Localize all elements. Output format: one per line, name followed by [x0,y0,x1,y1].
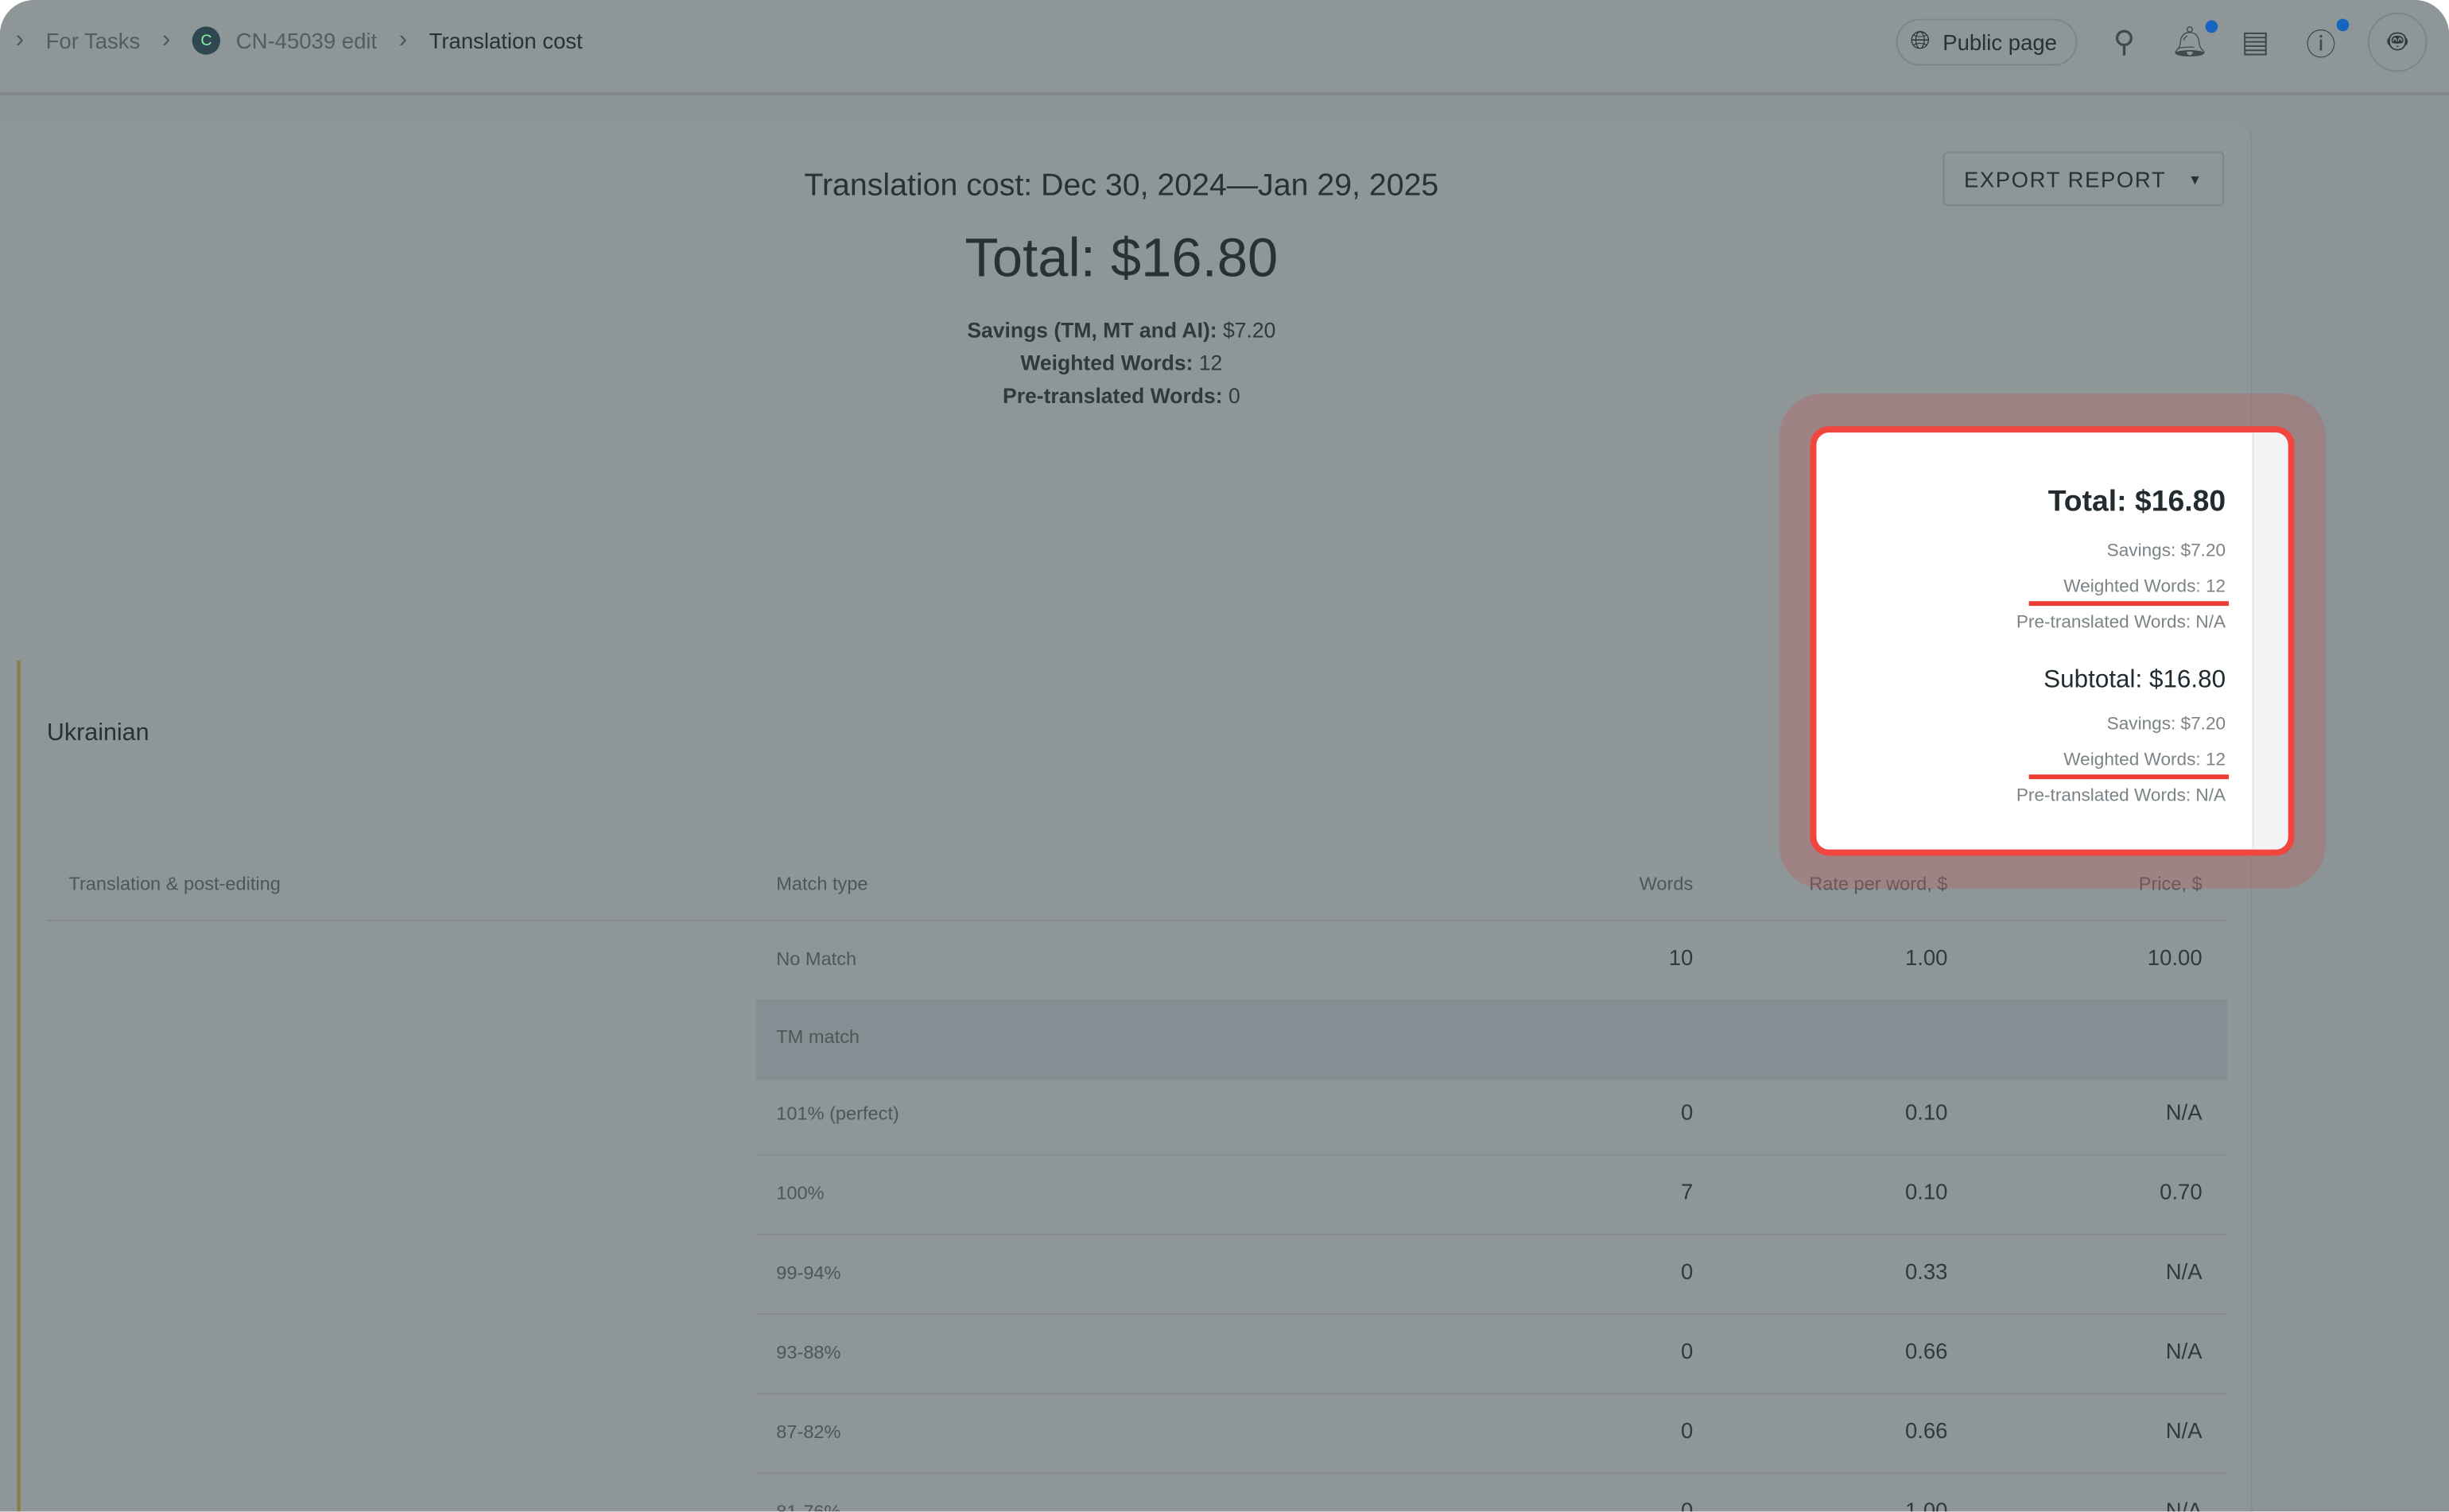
avatar[interactable]: 🤖︎ [2367,12,2428,72]
language-name: Ukrainian [46,719,149,746]
column-header-service: Translation & post-editing [68,873,281,895]
table-row: 87-82% 0 0.66 N/A [755,1394,2228,1475]
notification-dot [2336,17,2350,31]
rate-cell: 0.10 [1904,1179,1948,1204]
project-icon: C [192,26,221,55]
header-divider [46,919,2228,921]
words-cell: 0 [1680,1099,1694,1125]
top-bar: › For Tasks › C CN-45039 edit › Translat… [0,0,2449,95]
public-page-label: Public page [1943,29,2057,55]
notification-dot [2205,20,2218,33]
words-cell: 10 [1668,944,1694,970]
column-header-words: Words [1639,873,1694,895]
column-header-match-type: Match type [776,873,868,895]
price-cell: N/A [2165,1099,2203,1125]
words-cell: 0 [1680,1417,1694,1444]
panel-total-savings: Savings: $7.20 [2106,541,2226,561]
match-type-cell: 101% (perfect) [776,1102,899,1125]
chat-icon[interactable]: ▤ [2241,25,2270,59]
panel-total: Total: $16.80 [2047,485,2226,519]
price-cell: N/A [2165,1338,2203,1363]
price-cell: N/A [2165,1258,2203,1284]
weighted-line: Weighted Words: 12 [0,351,2243,374]
report-title: Translation cost: Dec 30, 2024—Jan 29, 2… [804,169,1439,204]
table-row: 93-88% 0 0.66 N/A [755,1315,2228,1395]
chevron-right-icon: › [161,26,171,53]
breadcrumb-current: Translation cost [429,28,583,53]
highlighted-summary-panel: Total: $16.80 Savings: $7.20 Weighted Wo… [1810,426,2295,856]
rate-cell: 1.00 [1904,1497,1948,1512]
column-header-rate: Rate per word, $ [1809,873,1948,895]
caret-down-icon: ▼ [2187,171,2203,187]
column-header-price: Price, $ [2138,873,2203,895]
rate-cell: 0.10 [1904,1099,1948,1125]
pretranslated-line: Pre-translated Words: 0 [0,384,2243,407]
table-group-row: TM match [755,999,2228,1080]
price-cell: 10.00 [2147,944,2203,970]
words-cell: 7 [1680,1179,1694,1204]
match-type-cell: TM match [776,1025,860,1049]
language-section-marker [17,660,21,1512]
price-cell: 0.70 [2160,1179,2203,1204]
pretranslated-value: 0 [1228,384,1240,408]
savings-line: Savings (TM, MT and AI): $7.20 [0,319,2243,342]
export-report-button[interactable]: EXPORT REPORT ▼ [1943,151,2225,207]
export-report-label: EXPORT REPORT [1963,166,2167,192]
rate-cell: 1.00 [1904,944,1948,970]
help-icon[interactable]: ⓘ [2302,17,2350,64]
match-type-cell: No Match [776,948,857,970]
panel-subtotal-weighted: Weighted Words: 12 [2063,750,2226,770]
match-type-cell: 87-82% [776,1421,841,1444]
price-cell: N/A [2165,1497,2203,1512]
words-cell: 0 [1680,1497,1694,1512]
rate-cell: 0.66 [1904,1338,1948,1363]
rate-cell: 0.66 [1904,1417,1948,1444]
chevron-right-icon[interactable]: › [15,26,25,53]
match-type-cell: 99-94% [776,1262,841,1284]
table-row: 100% 7 0.10 0.70 [755,1156,2228,1235]
table-row: No Match 10 1.00 10.00 [755,921,2228,1002]
match-type-cell: 100% [776,1181,825,1204]
breadcrumb-project[interactable]: CN-45039 edit [235,28,378,53]
rate-cell: 0.33 [1904,1258,1948,1284]
scrollbar-track[interactable] [2252,432,2288,850]
match-type-cell: 93-88% [776,1341,841,1363]
pretranslated-label: Pre-translated Words: [1003,384,1223,408]
words-cell: 0 [1680,1258,1694,1284]
price-cell: N/A [2165,1417,2203,1444]
panel-subtotal-savings: Savings: $7.20 [2106,715,2226,735]
public-page-button[interactable]: 🌐︎ Public page [1896,18,2078,66]
panel-subtotal: Subtotal: $16.80 [2043,666,2226,694]
table-row: 81-76% 0 1.00 N/A [756,1474,2227,1512]
highlight-underline [2028,601,2230,607]
breadcrumb-for-tasks[interactable]: For Tasks [45,28,141,53]
table-row: 101% (perfect) 0 0.10 N/A [755,1076,2228,1156]
savings-label: Savings (TM, MT and AI): [967,318,1217,343]
savings-value: $7.20 [1223,318,1276,343]
globe-icon: 🌐︎ [1910,28,1931,55]
match-type-cell: 81-76% [776,1500,841,1512]
table-row: 99-94% 0 0.33 N/A [755,1235,2228,1315]
words-cell: 0 [1680,1338,1694,1363]
weighted-value: 12 [1198,351,1223,375]
panel-subtotal-pretranslated: Pre-translated Words: N/A [2016,787,2226,806]
panel-total-weighted: Weighted Words: 12 [2063,577,2226,597]
panel-total-pretranslated: Pre-translated Words: N/A [2016,613,2226,633]
highlight-underline [2028,774,2230,780]
bell-icon[interactable]: 🔔︎ [2171,20,2218,60]
chevron-right-icon: › [398,26,408,53]
report-total: Total: $16.80 [964,227,1279,289]
search-icon[interactable]: ⚲ [2113,25,2136,59]
breadcrumb: › For Tasks › C CN-45039 edit › Translat… [15,26,583,55]
weighted-label: Weighted Words: [1020,351,1193,375]
